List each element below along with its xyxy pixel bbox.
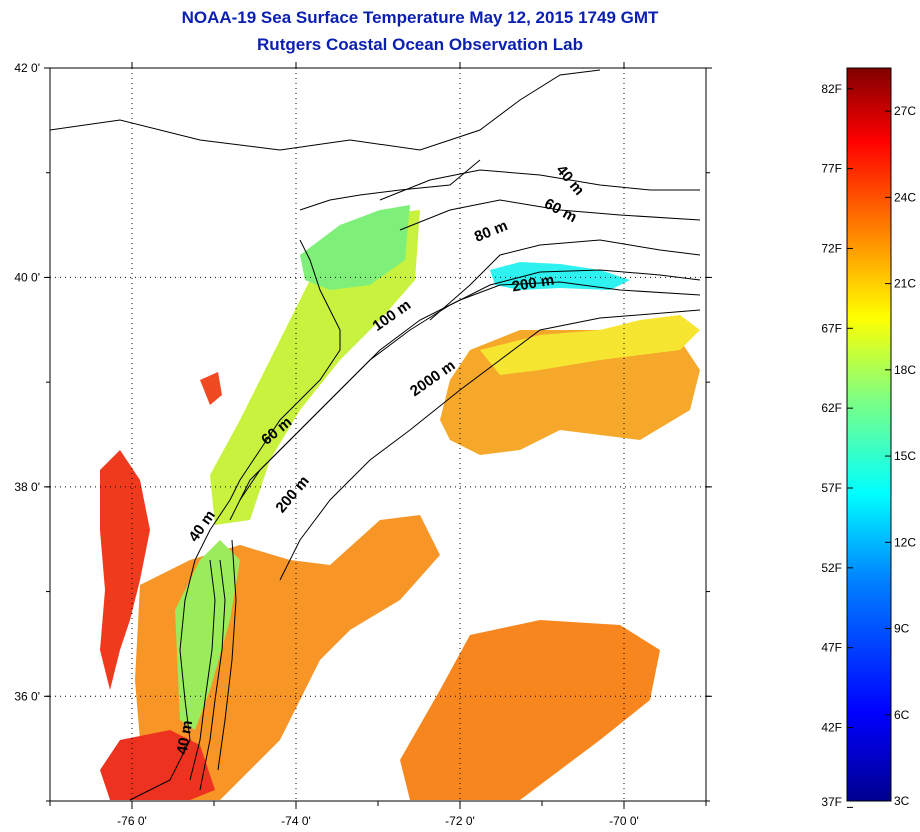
map-title: NOAA-19 Sea Surface Temperature May 12, … — [181, 8, 659, 27]
lat-tick-label: 42 0' — [14, 61, 40, 75]
lat-tick-label: 38 0' — [14, 480, 40, 494]
lon-tick-label: -70 0' — [609, 814, 639, 828]
contour-60m — [399, 199, 701, 231]
colorbar-c-label: 3C — [894, 794, 910, 808]
graticule — [50, 67, 706, 801]
axis-ticks: -76 0' -74 0' -72 0' -70 0' 42 0' 40 0' 38 0' 3… — [14, 61, 712, 828]
coastline — [50, 69, 601, 801]
sst-chesapeake — [100, 450, 150, 690]
sst-warm-region-southeast — [400, 620, 660, 800]
colorbar-c-label: 6C — [894, 708, 910, 722]
colorbar-c-label: 12C — [894, 535, 916, 549]
contour-shelf-south — [189, 539, 237, 791]
colorbar-c-label: 15C — [894, 449, 916, 463]
lon-tick-label: -76 0' — [117, 814, 147, 828]
colorbar-f-label: 67F — [821, 321, 842, 335]
colorbar-ticks: 82F 77F 72F 67F 62F 57F 52F 47F 42F 37F 27C 24C 21C 1… — [821, 82, 916, 809]
sst-cool-patch — [490, 262, 630, 290]
sst-yellow-band-offshore — [480, 315, 700, 375]
coastline-bathymetry — [50, 69, 701, 801]
colorbar-c-label: 18C — [894, 363, 916, 377]
colorbar-f-label: 77F — [821, 162, 842, 176]
contour-2000m — [279, 309, 701, 581]
sst-shelf-green — [300, 205, 410, 290]
lat-tick-label: 40 0' — [14, 270, 40, 284]
colorbar-c-label: 9C — [894, 622, 910, 636]
colorbar-c-label: 24C — [894, 190, 916, 204]
sst-data-layer — [100, 205, 700, 800]
colorbar-f-label: 37F — [821, 795, 842, 809]
colorbar-f-label: 42F — [821, 721, 842, 735]
colorbar-f-label: 62F — [821, 401, 842, 415]
contour-label: 40 m — [174, 719, 197, 756]
map-subtitle: Rutgers Coastal Ocean Observation Lab — [257, 35, 583, 54]
contour-100m — [229, 269, 701, 521]
lat-tick-label: 36 0' — [14, 689, 40, 703]
colorbar-c-label: 21C — [894, 277, 916, 291]
colorbar-f-label: 72F — [821, 241, 842, 255]
lon-tick-label: -72 0' — [445, 814, 475, 828]
sst-delaware-bay — [200, 372, 222, 405]
contour-label: 40 m — [553, 162, 588, 199]
colorbar-f-label: 52F — [821, 561, 842, 575]
contour-40m — [379, 169, 700, 201]
colorbar-f-label: 82F — [821, 82, 842, 96]
colorbar-c-label: 27C — [894, 104, 916, 118]
contour-label: 200 m — [272, 473, 312, 517]
contour-label: 60 m — [541, 195, 579, 226]
colorbar-f-label: 47F — [821, 641, 842, 655]
colorbar — [846, 67, 892, 802]
lon-tick-label: -74 0' — [281, 814, 311, 828]
contour-label: 80 m — [472, 217, 510, 246]
colorbar-f-label: 57F — [821, 481, 842, 495]
contour-80m — [429, 239, 701, 321]
